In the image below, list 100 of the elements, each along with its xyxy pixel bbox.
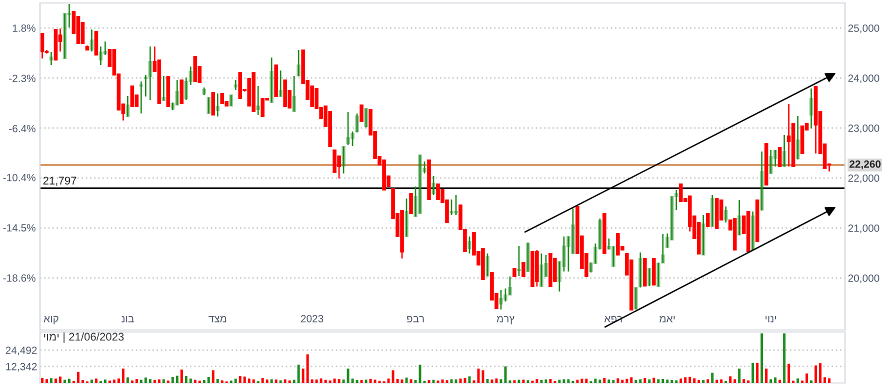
- bar: [320, 378, 322, 383]
- candlestick: [175, 79, 180, 106]
- bar: [288, 380, 291, 383]
- bar: [526, 380, 530, 383]
- bar: [544, 379, 548, 383]
- bar: [616, 378, 620, 383]
- bar: [202, 380, 206, 383]
- candlestick: [260, 98, 265, 118]
- candlestick: [710, 194, 714, 228]
- candlestick: [809, 88, 814, 130]
- bar: [580, 378, 584, 383]
- candlestick: [94, 30, 98, 56]
- bar: [310, 379, 314, 383]
- bar: [693, 378, 696, 383]
- candlestick: [162, 75, 166, 102]
- bar: [675, 380, 678, 383]
- candlestick: [346, 111, 350, 146]
- candlestick: [98, 46, 103, 66]
- bar: [306, 354, 309, 383]
- bar: [828, 378, 830, 383]
- bar: [540, 380, 543, 383]
- bar: [41, 378, 44, 383]
- ref-line-label: 21,797: [43, 176, 76, 186]
- bar: [112, 380, 116, 383]
- candlestick: [422, 160, 426, 174]
- candlestick: [544, 254, 548, 278]
- y-tick-label: 20,000: [848, 274, 880, 284]
- bar: [126, 377, 129, 383]
- candlestick: [768, 149, 773, 174]
- candlestick: [670, 196, 674, 241]
- bar: [464, 378, 466, 383]
- bar: [684, 377, 687, 383]
- candlestick: [292, 75, 296, 112]
- bar: [234, 378, 237, 383]
- annotation: יומי | 21/06/2023: [44, 332, 124, 343]
- candlestick: [540, 252, 544, 288]
- y2-tick-label: -18.6%: [3, 274, 36, 282]
- candlestick: [90, 28, 94, 52]
- candlestick: [404, 198, 408, 238]
- bar: [468, 376, 471, 383]
- bar: [180, 370, 183, 383]
- bar: [243, 376, 246, 383]
- bar: [490, 380, 494, 383]
- bar: [518, 380, 520, 383]
- bar: [760, 333, 764, 383]
- bar: [495, 378, 498, 383]
- candlestick: [773, 149, 778, 168]
- candlestick: [170, 102, 175, 111]
- candlestick: [706, 212, 710, 228]
- bar: [670, 380, 674, 383]
- y2-tick-label: -2.3%: [9, 74, 36, 82]
- bar: [274, 380, 278, 383]
- bar: [400, 380, 404, 383]
- candlestick: [526, 242, 530, 272]
- bar: [796, 378, 800, 383]
- candlestick: [130, 85, 134, 108]
- candlestick: [611, 246, 616, 268]
- candlestick: [760, 150, 764, 212]
- bar: [549, 378, 552, 383]
- bar: [252, 379, 255, 383]
- bar: [756, 362, 759, 383]
- bar: [279, 380, 282, 383]
- x-tick-label: מרץ: [496, 316, 514, 324]
- bar: [284, 379, 286, 383]
- candlestick: [67, 3, 72, 28]
- bar: [176, 376, 178, 383]
- bar: [598, 380, 602, 383]
- bar: [576, 380, 579, 383]
- candlestick: [414, 186, 418, 218]
- candlestick: [418, 154, 422, 214]
- y2-tick-label: -6.4%: [9, 124, 36, 132]
- bar: [824, 377, 826, 383]
- bar: [266, 380, 268, 383]
- bar: [810, 380, 813, 383]
- candlestick: [508, 276, 512, 296]
- bar: [738, 368, 741, 383]
- candlestick: [49, 51, 54, 66]
- bar: [328, 380, 332, 383]
- candlestick: [517, 245, 521, 277]
- bar: [662, 378, 664, 383]
- candlestick: [468, 236, 472, 254]
- bar: [261, 378, 264, 383]
- bar: [688, 376, 692, 383]
- candlestick: [360, 104, 364, 122]
- candlestick: [103, 40, 108, 56]
- bar: [396, 378, 399, 383]
- candlestick: [188, 66, 193, 86]
- x-tick-label: מאי: [659, 316, 675, 322]
- bar: [819, 363, 822, 383]
- bar: [765, 368, 768, 383]
- bar: [333, 378, 336, 383]
- bar: [639, 379, 642, 383]
- candlestick: [724, 206, 728, 224]
- bar: [153, 380, 156, 383]
- bar: [418, 364, 422, 383]
- candlestick: [364, 108, 368, 128]
- candlestick: [432, 175, 436, 196]
- candlestick: [589, 262, 593, 274]
- bar: [369, 378, 372, 383]
- bar: [770, 379, 772, 383]
